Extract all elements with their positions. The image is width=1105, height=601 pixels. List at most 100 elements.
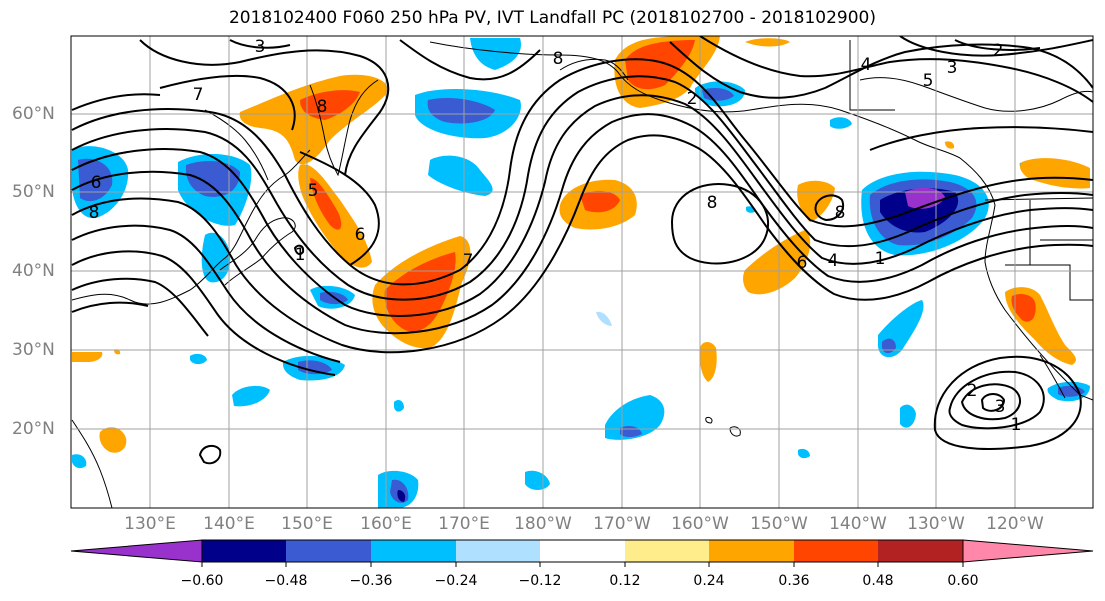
contour-label: 4 (828, 251, 839, 271)
positive-anomaly-patch (945, 141, 955, 149)
pv-contour-line (299, 151, 380, 266)
contour-label: 2 (993, 41, 1004, 61)
coastline-namerica (959, 157, 1093, 401)
pv-contour-line (71, 113, 1093, 335)
negative-anomaly-patch (470, 38, 521, 70)
contour-label: 6 (91, 173, 102, 193)
negative-anomaly-patch (905, 187, 945, 209)
contour-label: 8 (707, 193, 718, 213)
contour-label: 6 (797, 253, 808, 273)
lon-label: 160°E (360, 514, 412, 534)
colorbar-tick-label: 0.60 (947, 573, 979, 589)
pv-contour-line (71, 75, 1093, 301)
pv-contour-line (71, 250, 336, 376)
pv-contour-line (71, 93, 161, 111)
positive-anomaly-patch (699, 342, 717, 382)
negative-anomaly-patch (798, 448, 810, 459)
coastline-kamchatka (309, 79, 379, 177)
contour-label: 8 (835, 203, 846, 223)
colorbar-frame (201, 539, 964, 563)
pv-contours (71, 36, 1093, 465)
contour-label: 5 (923, 71, 934, 91)
positive-anomaly-patch (1020, 158, 1090, 189)
contour-label: 7 (463, 251, 474, 271)
lat-label: 50°N (12, 182, 55, 202)
lon-label: 150°W (750, 514, 808, 534)
negative-anomaly-patch (397, 490, 406, 502)
contour-label: 7 (193, 85, 204, 105)
coastline-philippines (71, 419, 113, 508)
colorbar (70, 539, 1094, 567)
negative-anomaly-patch (428, 155, 493, 196)
positive-anomaly-patch (72, 352, 103, 362)
colorbar-segment (878, 540, 963, 562)
coastline-okhotsk (204, 109, 269, 181)
negative-anomaly-patch (525, 470, 550, 490)
pv-contour-loop (670, 183, 770, 265)
colorbar-segment (202, 540, 286, 562)
colorbar-segment (794, 540, 878, 562)
contour-label: 1 (295, 245, 306, 265)
contour-label: 3 (255, 37, 266, 57)
colorbar-segment (540, 540, 625, 562)
negative-anomaly-patch (882, 338, 896, 354)
negative-anomaly-patch (394, 400, 404, 412)
coastline-baja (1039, 354, 1066, 399)
colorbar-tick-label: −0.48 (264, 573, 308, 589)
border-us-states (1005, 200, 1093, 301)
lat-label: 30°N (12, 340, 55, 360)
colorbar-tick-label: −0.36 (349, 573, 393, 589)
negative-anomaly-patch (72, 454, 87, 469)
positive-anomaly-patch (1011, 294, 1036, 322)
contour-label: 1 (1011, 415, 1022, 435)
contour-label: 3 (947, 58, 958, 78)
lon-label: 140°W (829, 514, 887, 534)
colorbar-tick-label: −0.60 (180, 573, 224, 589)
positive-anomaly-patch (743, 230, 811, 295)
pv-contour-line (71, 277, 209, 337)
positive-anomaly-patch (310, 178, 342, 230)
contour-label: 5 (308, 181, 319, 201)
contour-labels: 3 2 3 4 5 7 8 6 8 5 6 1 7 8 8 2 6 4 1 8 … (89, 37, 1022, 435)
lat-label: 20°N (12, 419, 55, 439)
contour-label: 2 (687, 89, 698, 109)
lon-label: 160°W (671, 514, 729, 534)
colorbar-segment (625, 540, 709, 562)
pv-contour-loop (960, 383, 1021, 421)
negative-anomaly-patch (596, 311, 612, 326)
lat-label: 40°N (12, 261, 55, 281)
colorbar-tick-label: −0.24 (434, 573, 478, 589)
contour-label: 1 (875, 249, 886, 269)
negative-anomaly-patch (830, 117, 852, 129)
coastline-alaska (429, 41, 961, 159)
positive-anomaly-patch (797, 180, 835, 222)
pv-contour-loop (814, 194, 844, 222)
positive-anomaly-patch (99, 427, 127, 453)
lon-label: 180°W (514, 514, 572, 534)
negative-anomaly-patch (185, 160, 240, 197)
pv-contour-line (71, 224, 341, 363)
pv-contour-line (699, 36, 1093, 103)
pv-contour-line (899, 36, 1093, 57)
coastline-hawaii (705, 417, 741, 437)
lon-label: 170°E (438, 514, 490, 534)
positive-anomaly-patch (580, 190, 620, 213)
colorbar-extend-low (70, 539, 203, 563)
pv-contour-line (954, 39, 1041, 51)
pv-contour-line (229, 39, 291, 49)
lat-label: 60°N (12, 104, 55, 124)
negative-anomaly-patch (702, 88, 734, 101)
figure-title: 2018102400 F060 250 hPa PV, IVT Landfall… (228, 8, 876, 28)
lon-label: 120°W (986, 514, 1044, 534)
positive-anomaly-patch (300, 90, 360, 120)
colorbar-segment (286, 540, 371, 562)
lon-label: 140°E (203, 514, 255, 534)
negative-anomaly-patch (201, 232, 231, 283)
lon-label: 130°W (907, 514, 965, 534)
pv-contour-line (399, 39, 541, 81)
pv-contour-line (159, 74, 296, 131)
coastline-hudson-inset (849, 40, 1093, 112)
colorbar-extend-high (962, 539, 1094, 563)
contour-label: 8 (553, 49, 564, 69)
